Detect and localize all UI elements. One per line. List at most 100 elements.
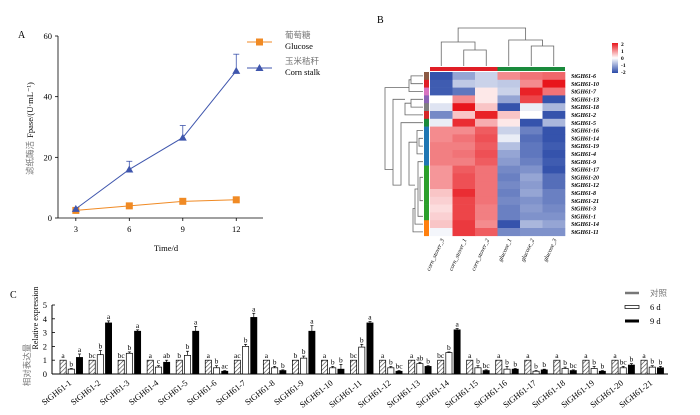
- heatmap-cell: [430, 79, 453, 88]
- significance-letter: b: [69, 359, 73, 368]
- bar-hatched: [437, 359, 445, 375]
- bar-white: [154, 366, 162, 375]
- row-group-marker: [424, 72, 429, 81]
- significance-letter: b: [177, 351, 181, 360]
- row-group-marker: [424, 79, 429, 88]
- significance-letter: b: [389, 357, 393, 366]
- category-label: StGH61-3: [98, 378, 132, 407]
- row-label: StGH61-21: [571, 199, 599, 205]
- column-label: corn_stover_1: [448, 238, 468, 272]
- significance-letter: b: [426, 357, 430, 366]
- bar-hatched: [175, 359, 183, 375]
- heatmap-cell: [542, 189, 566, 198]
- color-scale-tick: -1: [621, 63, 626, 69]
- panel-a-y-tick-label: 0: [48, 213, 52, 223]
- significance-letter: ab: [416, 353, 423, 362]
- heatmap-cell: [497, 196, 521, 205]
- column-group-corn_stover: [430, 67, 498, 71]
- bar-white: [648, 366, 656, 375]
- bar-hatched: [524, 359, 532, 375]
- significance-letter: bc: [570, 361, 578, 370]
- row-label: StGH61-17: [571, 168, 600, 174]
- significance-letter: a: [613, 351, 617, 360]
- significance-letter: bc: [620, 357, 628, 366]
- row-label: StGH61-1: [571, 214, 596, 220]
- data-point: [178, 133, 187, 141]
- dendrogram-branch: [404, 102, 423, 116]
- row-group-marker: [424, 111, 429, 120]
- bar-hatched: [88, 359, 96, 375]
- panel-b-label: B: [377, 15, 384, 26]
- heatmap-cell: [430, 87, 453, 96]
- significance-letter: b: [542, 360, 546, 369]
- heatmap-cell: [542, 126, 566, 135]
- category-label: StGH61-5: [156, 378, 190, 407]
- heatmap-cell: [497, 173, 521, 182]
- heatmap-cell: [497, 111, 521, 120]
- heatmap-cell: [475, 189, 498, 198]
- bar-hatched: [321, 359, 328, 375]
- heatmap-cell: [475, 212, 498, 221]
- heatmap-cell: [497, 103, 521, 112]
- heatmap-cell: [452, 142, 476, 151]
- bar-white: [271, 367, 279, 375]
- heatmap-cell: [542, 220, 566, 229]
- significance-letter: a: [381, 351, 385, 360]
- bar-black: [424, 366, 432, 375]
- heatmap-cell: [497, 87, 521, 96]
- dendrogram-branch: [410, 75, 423, 85]
- heatmap-cell: [430, 142, 453, 151]
- heatmap-cell: [497, 142, 521, 151]
- bar-black: [453, 329, 461, 375]
- panel-a-label: A: [18, 30, 26, 41]
- bar-black: [627, 364, 635, 375]
- panel-b-heatmap: B StGH61-6StGH61-10StGH61-7StGH61-13StGH…: [377, 15, 626, 272]
- panel-a-y-tick-label: 20: [44, 152, 53, 162]
- heatmap-cell: [452, 212, 476, 221]
- heatmap-cell: [520, 173, 543, 182]
- significance-letter: a: [265, 351, 269, 360]
- bar-hatched: [466, 359, 474, 375]
- panel-a-x-tick-label: 9: [181, 224, 185, 234]
- significance-letter: b: [592, 357, 596, 366]
- row-label: StGH61-4: [571, 152, 596, 158]
- heatmap-cell: [475, 111, 498, 120]
- heatmap-cell: [520, 95, 543, 104]
- significance-letter: a: [323, 351, 327, 360]
- heatmap-cell: [520, 181, 543, 190]
- heatmap-cell: [520, 165, 543, 174]
- bar-hatched: [640, 359, 648, 375]
- dendrogram-branch: [408, 79, 423, 92]
- color-scale-bar: [612, 43, 618, 73]
- bar-white: [300, 357, 308, 375]
- significance-letter: bc: [395, 362, 403, 371]
- row-group-marker: [424, 95, 429, 104]
- heatmap-cell: [430, 150, 453, 159]
- column-label: glucose_3: [543, 238, 559, 263]
- data-point: [179, 197, 187, 205]
- heatmap-cell: [475, 87, 498, 96]
- row-label: StGH61-6: [571, 74, 596, 80]
- heatmap-cell: [520, 118, 543, 127]
- heatmap-cell: [542, 157, 566, 166]
- panel-a-y-tick-label: 40: [44, 92, 53, 102]
- row-group-marker: [424, 181, 429, 190]
- data-point: [71, 204, 80, 212]
- bar-black: [366, 322, 374, 375]
- series-line: [75, 70, 237, 210]
- bar-black: [163, 361, 171, 375]
- bar-black: [657, 367, 664, 375]
- heatmap-cell: [497, 134, 521, 143]
- heatmap-cell: [452, 72, 476, 81]
- row-label: StGH61-11: [571, 230, 599, 236]
- significance-letter: bc: [437, 351, 445, 360]
- heatmap-cell: [542, 95, 566, 104]
- significance-letter: b: [331, 357, 335, 366]
- heatmap-cell: [452, 150, 476, 159]
- legend-label: Glucose: [285, 41, 313, 51]
- dendrogram-branch: [419, 176, 423, 202]
- heatmap-cell: [542, 181, 566, 190]
- panel-c-y-tick-label: 1: [43, 355, 47, 365]
- significance-letter: a: [207, 351, 211, 360]
